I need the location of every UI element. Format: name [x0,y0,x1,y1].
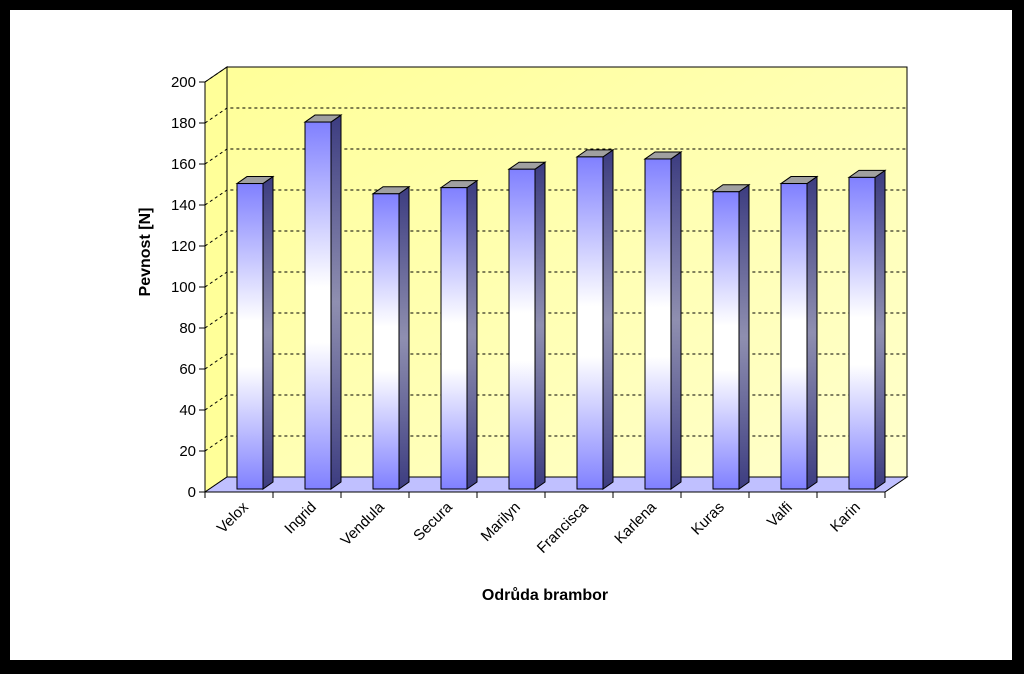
x-tick-label: Velox [214,498,252,536]
bar-side [330,114,342,490]
bar [372,193,400,490]
bar [440,187,468,490]
chart-frame: 0 20 40 60 80 100 120 140 160 180 200 Velox Ingrid Ve… [10,10,1012,660]
bar [644,158,672,490]
y-tick-label: 0 [188,484,196,501]
y-tick-label: 200 [171,74,196,91]
gridline [204,66,907,83]
bar-side [602,148,614,490]
x-axis-title: Odrůda brambor [482,587,608,604]
x-tick-label: Secura [410,498,456,544]
y-axis-title: Pevnost [N] [137,208,154,297]
x-tick-label: Karin [827,499,864,536]
y-tick-label: 180 [171,115,196,132]
bar [236,183,264,490]
gridline [204,435,907,452]
bar-side [738,183,750,490]
bar-side [534,161,546,490]
bar [576,156,604,490]
y-tick-label: 160 [171,156,196,173]
bar-side [806,175,818,490]
bar-side [466,179,478,490]
x-tick-label: Karlena [611,498,660,547]
gridline [204,353,907,370]
bar-chart: 0 20 40 60 80 100 120 140 160 180 200 Velox Ingrid Ve… [137,66,909,604]
gridline [204,230,907,247]
gridline [204,189,907,206]
bar [780,183,808,490]
y-tick-label: 80 [179,320,196,337]
x-tick-label: Kuras [688,499,728,539]
x-tick-label: Francisca [534,498,592,556]
x-tick-label: Ingrid [281,499,320,538]
gridline [204,271,907,288]
y-tick-label: 20 [179,443,196,460]
bar-side [262,175,274,490]
bar [508,168,536,490]
bar [304,121,332,490]
bar-side [670,150,682,490]
y-tick-label: 100 [171,279,196,296]
y-tick-label: 40 [179,402,196,419]
y-tick-label: 120 [171,238,196,255]
y-tick-label: 60 [179,361,196,378]
gridline [204,312,907,329]
x-tick-label: Vendula [337,498,388,549]
bar [848,176,876,490]
bar-side [874,169,886,490]
x-tick-label: Marilyn [478,499,524,545]
bar-side [398,185,410,490]
gridline [204,148,907,165]
gridline [204,107,907,124]
x-tick-label: Valfi [764,499,796,531]
y-tick-label: 140 [171,197,196,214]
gridline [204,394,907,411]
bar [712,191,740,490]
